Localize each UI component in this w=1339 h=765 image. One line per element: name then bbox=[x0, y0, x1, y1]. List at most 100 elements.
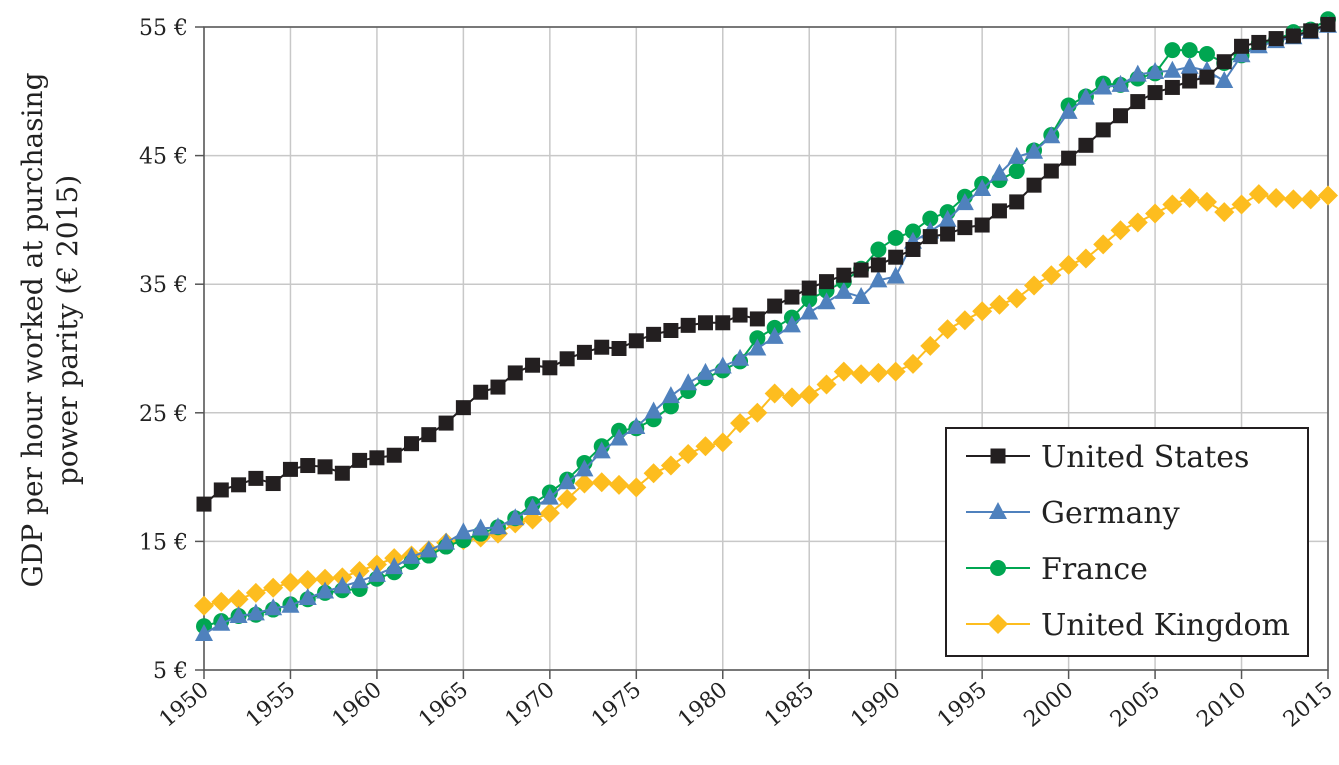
data-point-germany bbox=[834, 281, 853, 299]
x-tick-label: 1985 bbox=[760, 677, 819, 732]
data-point-germany bbox=[713, 356, 732, 374]
data-point-germany bbox=[523, 497, 542, 515]
data-point-germany bbox=[1059, 101, 1078, 119]
legend: United States Germany France United Kingdom bbox=[945, 427, 1309, 657]
data-point-united-states bbox=[940, 226, 956, 242]
data-point-united-states bbox=[438, 415, 454, 431]
data-point-united-states bbox=[1285, 28, 1301, 44]
data-point-germany bbox=[454, 522, 473, 540]
data-point-germany bbox=[1007, 146, 1026, 164]
data-point-germany bbox=[627, 416, 646, 434]
data-point-germany bbox=[419, 540, 438, 558]
data-point-united-kingdom bbox=[194, 595, 214, 616]
data-point-united-states bbox=[1199, 69, 1215, 85]
data-point-united-states bbox=[213, 482, 229, 498]
data-point-germany bbox=[748, 338, 767, 356]
data-point-united-states bbox=[1216, 54, 1232, 70]
data-point-united-kingdom bbox=[1006, 288, 1027, 309]
data-point-germany bbox=[1076, 87, 1095, 105]
data-point-germany bbox=[1180, 56, 1199, 74]
x-tick-label: 1950 bbox=[155, 677, 214, 732]
data-point-united-kingdom bbox=[263, 577, 284, 598]
series-group bbox=[194, 11, 1338, 641]
data-point-united-states bbox=[1251, 34, 1267, 50]
data-point-united-states bbox=[334, 465, 350, 481]
data-point-united-kingdom bbox=[712, 432, 733, 453]
data-point-united-kingdom bbox=[972, 301, 993, 322]
data-point-united-kingdom bbox=[591, 472, 612, 493]
data-point-france bbox=[1181, 42, 1198, 59]
data-point-united-states bbox=[1164, 79, 1180, 95]
data-point-united-kingdom bbox=[1110, 220, 1131, 241]
data-point-france bbox=[1008, 163, 1025, 180]
data-point-united-kingdom bbox=[885, 361, 906, 382]
data-point-united-kingdom bbox=[211, 591, 232, 612]
data-point-germany bbox=[696, 362, 715, 380]
data-point-united-states bbox=[1268, 31, 1284, 47]
data-point-united-kingdom bbox=[1300, 189, 1321, 210]
data-point-united-kingdom bbox=[539, 503, 560, 524]
data-point-united-kingdom bbox=[1041, 265, 1062, 286]
data-point-germany bbox=[316, 581, 335, 599]
data-point-france bbox=[922, 210, 939, 227]
data-point-germany bbox=[1025, 141, 1044, 159]
data-point-germany bbox=[800, 302, 819, 320]
data-point-united-states bbox=[680, 317, 696, 333]
data-point-united-states bbox=[248, 470, 264, 486]
data-point-germany bbox=[488, 517, 507, 535]
data-point-france bbox=[887, 229, 904, 246]
data-point-germany bbox=[471, 518, 490, 536]
data-point-united-kingdom bbox=[816, 374, 837, 395]
data-point-united-kingdom bbox=[557, 488, 578, 509]
data-point-germany bbox=[765, 326, 784, 344]
data-point-united-states bbox=[421, 427, 437, 443]
data-point-france bbox=[904, 223, 921, 240]
legend-item-germany: Germany bbox=[966, 496, 1180, 531]
data-point-united-kingdom bbox=[660, 455, 681, 476]
data-point-united-states bbox=[801, 280, 817, 296]
data-point-united-states bbox=[974, 217, 990, 233]
data-point-united-kingdom bbox=[1127, 212, 1148, 233]
data-point-germany bbox=[575, 459, 594, 477]
data-point-united-kingdom bbox=[574, 473, 595, 494]
data-point-germany bbox=[333, 576, 352, 594]
data-point-united-states bbox=[697, 315, 713, 331]
data-point-united-kingdom bbox=[1024, 275, 1045, 296]
data-point-germany bbox=[367, 564, 386, 582]
data-point-germany bbox=[852, 287, 871, 305]
x-tick-label: 1955 bbox=[241, 677, 300, 732]
data-point-united-states bbox=[525, 357, 541, 373]
data-point-germany bbox=[298, 587, 317, 605]
data-point-united-states bbox=[559, 351, 575, 367]
data-point-united-kingdom bbox=[920, 335, 941, 356]
legend-label: Germany bbox=[1041, 496, 1180, 531]
data-point-united-kingdom bbox=[643, 463, 664, 484]
data-point-germany bbox=[437, 532, 456, 550]
data-point-germany bbox=[558, 472, 577, 490]
data-point-united-states bbox=[1130, 94, 1146, 110]
data-point-united-states bbox=[767, 298, 783, 314]
data-point-united-states bbox=[455, 400, 471, 416]
data-point-united-states bbox=[1043, 163, 1059, 179]
data-point-germany bbox=[402, 546, 421, 564]
data-point-united-states bbox=[352, 452, 368, 468]
data-point-united-states bbox=[819, 274, 835, 290]
legend-item-france: France bbox=[966, 552, 1148, 587]
data-point-united-kingdom bbox=[1058, 254, 1079, 275]
series-germany bbox=[195, 15, 1337, 641]
data-point-germany bbox=[212, 613, 231, 631]
data-point-germany bbox=[679, 373, 698, 391]
y-tick-label: 25 € bbox=[139, 402, 188, 427]
data-point-germany bbox=[592, 441, 611, 459]
data-point-united-states bbox=[870, 257, 886, 273]
data-point-united-states bbox=[507, 365, 523, 381]
data-point-united-kingdom bbox=[1318, 185, 1338, 206]
x-tick-label: 2005 bbox=[1106, 677, 1165, 732]
data-point-united-states bbox=[1234, 38, 1250, 54]
data-point-united-states bbox=[1147, 85, 1163, 101]
data-point-united-states bbox=[1182, 73, 1198, 89]
data-point-united-states bbox=[490, 379, 506, 395]
data-point-germany bbox=[973, 179, 992, 197]
y-tick-label: 35 € bbox=[139, 273, 188, 298]
data-point-france bbox=[870, 241, 887, 258]
